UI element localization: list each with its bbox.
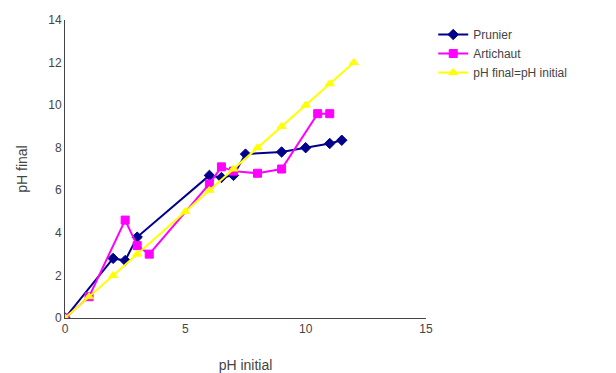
svg-text:6: 6	[55, 183, 62, 197]
svg-text:pH final: pH final	[14, 145, 30, 192]
svg-text:15: 15	[419, 322, 433, 336]
svg-text:0: 0	[62, 322, 69, 336]
svg-text:12: 12	[48, 56, 62, 70]
svg-text:4: 4	[55, 226, 62, 240]
svg-text:Prunier: Prunier	[473, 28, 512, 42]
svg-text:0: 0	[55, 311, 62, 325]
svg-text:10: 10	[48, 98, 62, 112]
svg-text:Artichaut: Artichaut	[473, 47, 521, 61]
svg-text:pH final=pH initial: pH final=pH initial	[473, 66, 567, 80]
svg-text:10: 10	[299, 322, 313, 336]
svg-text:pH initial: pH initial	[219, 357, 273, 373]
svg-text:14: 14	[48, 13, 62, 27]
svg-text:5: 5	[182, 322, 189, 336]
svg-text:2: 2	[55, 269, 62, 283]
svg-text:8: 8	[55, 141, 62, 155]
